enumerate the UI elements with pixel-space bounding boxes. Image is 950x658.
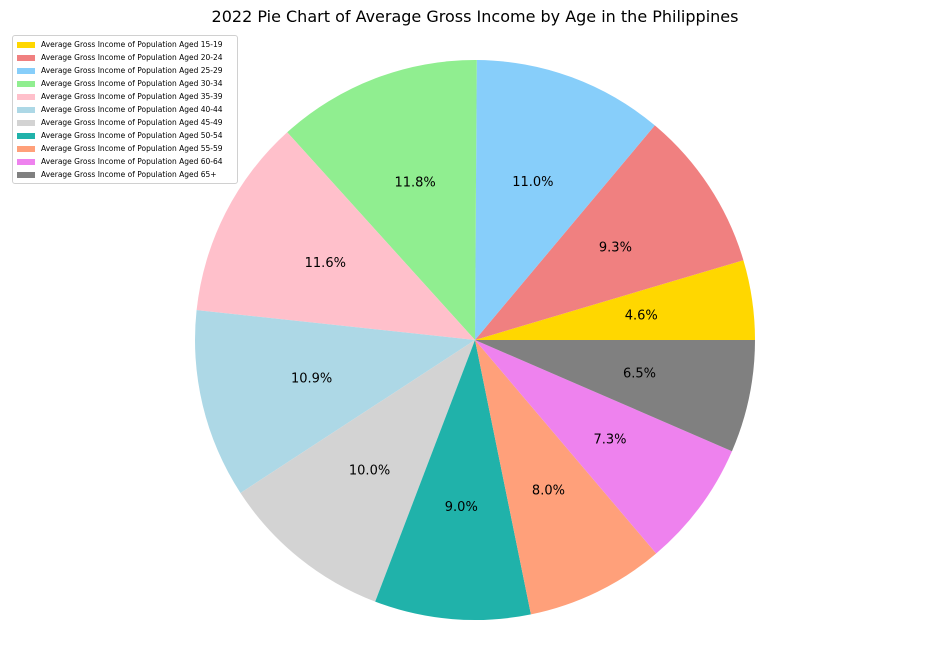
pie-slice-6 bbox=[240, 340, 475, 602]
pie-percent-label-5: 10.9% bbox=[291, 372, 332, 387]
pie-slice-5 bbox=[195, 310, 475, 493]
legend-item-8: Average Gross Income of Population Aged … bbox=[17, 142, 234, 155]
pie-slice-10 bbox=[475, 340, 755, 452]
pie-percent-label-6: 10.0% bbox=[349, 463, 390, 478]
pie-slice-3 bbox=[287, 60, 477, 341]
legend-item-10: Average Gross Income of Population Aged … bbox=[17, 168, 234, 181]
legend-item-5: Average Gross Income of Population Aged … bbox=[17, 103, 234, 116]
chart-title: 2022 Pie Chart of Average Gross Income b… bbox=[211, 7, 739, 26]
legend-swatch-6 bbox=[17, 119, 35, 126]
legend-label-1: Average Gross Income of Population Aged … bbox=[41, 53, 223, 62]
legend-label-5: Average Gross Income of Population Aged … bbox=[41, 105, 223, 114]
pie-percent-label-1: 9.3% bbox=[599, 240, 632, 255]
legend-swatch-10 bbox=[17, 171, 35, 178]
legend-swatch-3 bbox=[17, 80, 35, 87]
pie-slice-7 bbox=[375, 340, 531, 621]
pie-percent-label-7: 9.0% bbox=[445, 500, 478, 515]
pie-percent-label-10: 6.5% bbox=[623, 367, 656, 382]
pie-percent-label-0: 4.6% bbox=[625, 308, 658, 323]
legend-label-4: Average Gross Income of Population Aged … bbox=[41, 92, 223, 101]
legend-label-3: Average Gross Income of Population Aged … bbox=[41, 79, 223, 88]
legend-item-3: Average Gross Income of Population Aged … bbox=[17, 77, 234, 90]
legend-swatch-8 bbox=[17, 145, 35, 152]
pie-slice-8 bbox=[475, 340, 657, 615]
legend-label-9: Average Gross Income of Population Aged … bbox=[41, 157, 223, 166]
pie-percent-label-4: 11.6% bbox=[305, 256, 346, 271]
pie-percent-label-3: 11.8% bbox=[394, 176, 435, 191]
pie-percent-label-9: 7.3% bbox=[593, 433, 626, 448]
legend-swatch-1 bbox=[17, 54, 35, 61]
legend-label-10: Average Gross Income of Population Aged … bbox=[41, 170, 217, 179]
chart-legend: Average Gross Income of Population Aged … bbox=[12, 35, 238, 184]
pie-slice-0 bbox=[475, 260, 755, 340]
pie-slices bbox=[195, 60, 755, 621]
legend-item-0: Average Gross Income of Population Aged … bbox=[17, 38, 234, 51]
legend-label-7: Average Gross Income of Population Aged … bbox=[41, 131, 223, 140]
pie-percent-label-2: 11.0% bbox=[512, 175, 553, 190]
pie-slice-1 bbox=[475, 125, 744, 340]
legend-swatch-7 bbox=[17, 132, 35, 139]
pie-percent-label-8: 8.0% bbox=[532, 484, 565, 499]
legend-swatch-0 bbox=[17, 41, 35, 48]
legend-item-4: Average Gross Income of Population Aged … bbox=[17, 90, 234, 103]
legend-swatch-2 bbox=[17, 67, 35, 74]
legend-swatch-9 bbox=[17, 158, 35, 165]
legend-label-2: Average Gross Income of Population Aged … bbox=[41, 66, 223, 75]
legend-item-7: Average Gross Income of Population Aged … bbox=[17, 129, 234, 142]
legend-item-2: Average Gross Income of Population Aged … bbox=[17, 64, 234, 77]
legend-label-8: Average Gross Income of Population Aged … bbox=[41, 144, 223, 153]
legend-item-6: Average Gross Income of Population Aged … bbox=[17, 116, 234, 129]
legend-swatch-5 bbox=[17, 106, 35, 113]
legend-item-9: Average Gross Income of Population Aged … bbox=[17, 155, 234, 168]
legend-label-0: Average Gross Income of Population Aged … bbox=[41, 40, 223, 49]
legend-swatch-4 bbox=[17, 93, 35, 100]
legend-item-1: Average Gross Income of Population Aged … bbox=[17, 51, 234, 64]
legend-label-6: Average Gross Income of Population Aged … bbox=[41, 118, 223, 127]
pie-slice-2 bbox=[475, 60, 655, 340]
pie-slice-4 bbox=[196, 132, 475, 340]
pie-percent-labels: 4.6% 9.3% 11.0% 11.8% 11.6% 10.9% 10.0% 9.0% 8.0… bbox=[291, 175, 658, 515]
pie-slice-9 bbox=[475, 340, 732, 554]
